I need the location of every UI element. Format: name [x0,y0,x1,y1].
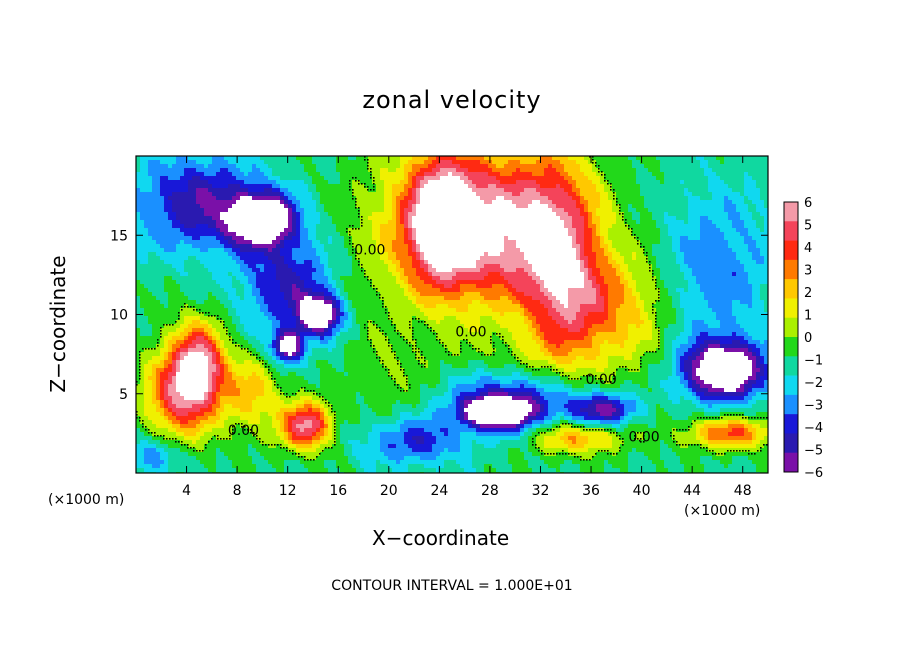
velocity-field [136,156,768,473]
x-unit-label: (×1000 m) [684,503,761,519]
x-tick-label: 48 [734,483,752,499]
colorbar-tick-label: 2 [804,286,812,301]
colorbar-swatch [784,375,798,396]
z-unit-label: (×1000 m) [48,492,125,508]
colorbar-tick-label: 3 [804,264,812,279]
colorbar-tick-label: −3 [804,399,823,414]
colorbar: 6 5 4 3 2 1 0 −1 −2 −3 −4 −5 −6 [783,196,823,481]
colorbar-swatch [784,414,798,434]
x-axis-label: X−coordinate [372,526,510,550]
colorbar-tick-label: 5 [804,219,812,234]
x-tick-label: 20 [380,483,398,499]
colorbar-swatch [784,259,798,280]
x-tick-label: 32 [532,483,550,499]
colorbar-tick-label: 4 [804,241,812,256]
colorbar-tick-label: 1 [804,309,812,324]
colorbar-swatch [784,356,798,376]
contour-label: 0.00 [586,372,617,388]
y-tick-label: 10 [110,308,128,324]
contour-labels: 0.00 0.00 0.00 0.00 0.00 [228,242,660,445]
contour-interval-note: CONTOUR INTERVAL = 1.000E+01 [331,578,573,594]
colorbar-tick-label: −4 [804,421,823,436]
colorbar-frame [783,201,799,473]
x-tick-label: 36 [582,483,600,499]
contour-label: 0.00 [228,423,259,439]
x-tick-label: 8 [233,483,242,499]
colorbar-tick-label: 6 [804,196,812,211]
x-tick-label: 44 [683,483,701,499]
x-tick-label: 12 [279,483,297,499]
colorbar-swatch [784,452,798,473]
y-axis-ticks: 5 10 15 [110,228,768,403]
colorbar-swatch [784,394,798,415]
colorbar-swatch [784,337,798,357]
y-tick-label: 5 [119,387,128,403]
colorbar-tick-label: −6 [804,466,823,481]
colorbar-swatch [784,221,798,241]
colorbar-swatch [784,433,798,454]
colorbar-tick-label: 0 [804,331,812,346]
colorbar-swatch [784,317,798,338]
colorbar-tick-label: −1 [804,354,823,369]
x-tick-label: 24 [430,483,448,499]
colorbar-swatch [784,240,798,261]
contour-label: 0.00 [455,325,486,341]
contour-label: 0.00 [629,429,660,445]
x-tick-label: 40 [633,483,651,499]
colorbar-tick-label: −5 [804,444,823,459]
x-tick-label: 28 [481,483,499,499]
colorbar-swatch [784,279,798,299]
colorbar-swatch [784,202,798,222]
contour-label: 0.00 [354,242,385,258]
colorbar-swatch [784,298,798,319]
x-axis-ticks: 4 8 12 16 20 24 28 32 36 40 44 48 [182,156,752,499]
x-tick-label: 4 [182,483,191,499]
colorbar-tick-label: −2 [804,376,823,391]
x-tick-label: 16 [329,483,347,499]
chart-title: zonal velocity [362,86,542,114]
y-tick-label: 15 [110,228,128,244]
